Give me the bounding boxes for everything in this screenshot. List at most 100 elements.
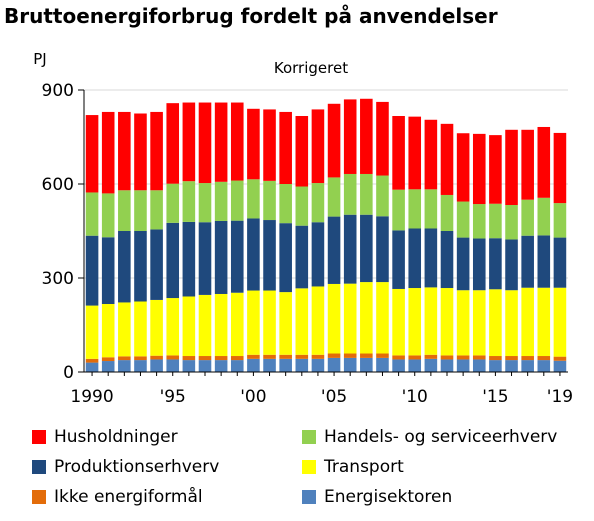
x-tick-label: '10: [402, 387, 428, 407]
bar-transport-2003: [295, 288, 309, 355]
bar-energisektoren-1992: [118, 360, 131, 372]
x-tick-label: '15: [482, 387, 508, 407]
bar-husholdninger-2003: [295, 116, 309, 187]
bar-ikke-energiform-l-1996: [182, 356, 196, 361]
bar-husholdninger-1998: [214, 102, 228, 182]
bar-produktionserhverv-2010: [408, 228, 422, 289]
bar-ikke-energiform-l-2016: [505, 356, 518, 361]
legend-item: Energisektoren: [302, 482, 452, 512]
bar-husholdninger-1997: [198, 102, 212, 184]
bar-ikke-energiform-l-2000: [247, 354, 260, 359]
bar-ikke-energiform-l-1991: [101, 357, 115, 362]
x-tick-label: '19: [547, 387, 573, 407]
bar-husholdninger-1993: [134, 113, 147, 191]
bar-ikke-energiform-l-2005: [327, 353, 341, 358]
legend-label: Husholdninger: [54, 427, 178, 447]
bar-ikke-energiform-l-2006: [343, 353, 357, 358]
bar-energisektoren-1999: [230, 360, 244, 372]
bar-energisektoren-1990: [85, 362, 99, 372]
bar-produktionserhverv-1993: [134, 231, 147, 302]
bar-ikke-energiform-l-2009: [392, 355, 405, 360]
legend-swatch: [302, 460, 316, 474]
bar-produktionserhverv-2002: [279, 223, 292, 293]
bar-transport-2009: [392, 288, 405, 356]
bar-husholdninger-2005: [327, 103, 341, 178]
bar-husholdninger-2000: [247, 108, 260, 180]
bar-handels-og-serviceerhverv-1990: [85, 192, 99, 236]
bar-husholdninger-1995: [166, 103, 180, 184]
bar-energisektoren-1994: [150, 359, 163, 372]
bar-transport-2010: [408, 288, 422, 356]
bar-ikke-energiform-l-1998: [214, 356, 228, 361]
x-axis: 1990 '95 '00 '05 '10 '15 '19: [70, 371, 573, 407]
bar-energisektoren-2005: [327, 357, 341, 372]
bar-produktionserhverv-2011: [424, 228, 438, 288]
bar-ikke-energiform-l-2002: [279, 354, 292, 359]
bar-handels-og-serviceerhverv-2014: [472, 204, 486, 239]
bar-produktionserhverv-1991: [101, 237, 115, 305]
bar-handels-og-serviceerhverv-1997: [198, 183, 212, 223]
legend-label: Transport: [324, 457, 404, 477]
bar-ikke-energiform-l-1995: [166, 355, 180, 360]
bar-husholdninger-2009: [392, 116, 405, 190]
bar-ikke-energiform-l-1993: [134, 356, 147, 361]
bar-handels-og-serviceerhverv-1992: [118, 190, 131, 231]
bar-energisektoren-2004: [311, 358, 325, 372]
bar-transport-1990: [85, 305, 99, 359]
bar-energisektoren-2014: [472, 359, 486, 372]
bar-handels-og-serviceerhverv-2001: [263, 180, 276, 221]
bar-produktionserhverv-2012: [440, 231, 454, 289]
bar-transport-2017: [521, 287, 534, 357]
legend-swatch: [32, 460, 46, 474]
bar-husholdninger-2002: [279, 111, 292, 184]
bar-energisektoren-2015: [489, 360, 502, 372]
bar-energisektoren-1998: [214, 360, 228, 372]
bar-produktionserhverv-1995: [166, 222, 180, 299]
bar-ikke-energiform-l-2019: [553, 356, 567, 361]
legend-label: Produktionserhverv: [54, 457, 220, 477]
bar-transport-2006: [343, 283, 357, 354]
bar-husholdninger-1990: [85, 115, 99, 193]
bar-transport-1992: [118, 302, 131, 357]
x-tick-label: '05: [321, 387, 347, 407]
bar-husholdninger-1992: [118, 111, 131, 191]
bar-energisektoren-2000: [247, 358, 260, 372]
bar-energisektoren-2002: [279, 358, 292, 372]
bar-ikke-energiform-l-2015: [489, 356, 502, 361]
bar-transport-1996: [182, 296, 196, 357]
bar-handels-og-serviceerhverv-2019: [553, 203, 567, 238]
bar-handels-og-serviceerhverv-2010: [408, 189, 422, 229]
bar-energisektoren-1993: [134, 360, 147, 372]
bar-ikke-energiform-l-2004: [311, 354, 325, 359]
bar-husholdninger-1996: [182, 102, 196, 182]
bar-transport-1997: [198, 294, 212, 357]
bar-produktionserhverv-2018: [537, 235, 551, 288]
bar-produktionserhverv-1992: [118, 231, 131, 303]
legend-label: Handels- og serviceerhverv: [324, 427, 558, 447]
bar-energisektoren-1996: [182, 360, 196, 372]
bar-energisektoren-2006: [343, 357, 357, 372]
bar-husholdninger-1991: [101, 111, 115, 194]
bar-husholdninger-2010: [408, 116, 422, 190]
bar-transport-1998: [214, 293, 228, 357]
x-tick-label: 1990: [70, 387, 113, 407]
x-tick-label: '95: [160, 387, 186, 407]
bar-husholdninger-2014: [472, 133, 486, 205]
bar-energisektoren-2010: [408, 359, 422, 372]
bar-produktionserhverv-2007: [360, 214, 373, 283]
legend-item: Ikke energiformål: [32, 482, 203, 512]
chart-title: Bruttoenergiforbrug fordelt på anvendels…: [4, 4, 498, 28]
legend-swatch: [32, 430, 46, 444]
bar-transport-1994: [150, 299, 163, 356]
bar-produktionserhverv-2003: [295, 225, 309, 289]
bar-handels-og-serviceerhverv-2018: [537, 197, 551, 236]
bar-ikke-energiform-l-2014: [472, 355, 486, 360]
bar-ikke-energiform-l-1997: [198, 356, 212, 361]
bar-ikke-energiform-l-2018: [537, 356, 551, 361]
bar-husholdninger-2015: [489, 135, 502, 204]
bar-ikke-energiform-l-2003: [295, 354, 309, 359]
bar-ikke-energiform-l-1999: [230, 356, 244, 361]
bar-husholdninger-2007: [360, 98, 373, 174]
bar-transport-2001: [263, 290, 276, 355]
bar-ikke-energiform-l-2011: [424, 354, 438, 359]
